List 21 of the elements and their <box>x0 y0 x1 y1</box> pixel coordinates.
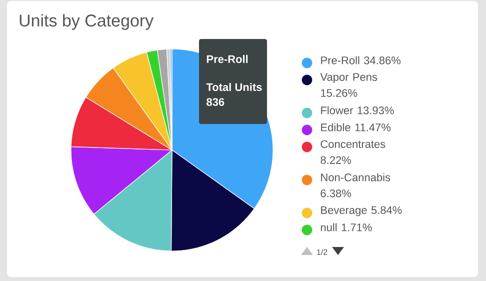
data-label: 8.22% <box>320 156 351 164</box>
data-label: 5.84% <box>371 206 402 214</box>
legend-label: null <box>320 223 337 232</box>
data-label: 6.38% <box>320 189 351 198</box>
data-label: 11.47% <box>355 124 391 132</box>
text: Total Units <box>206 82 262 92</box>
text: Pre-Roll <box>206 54 248 64</box>
legend-label: Pre-Roll <box>321 56 360 64</box>
legend-label: Beverage <box>321 206 367 216</box>
legend-label: Non-Cannabis <box>321 173 390 182</box>
legend-label: Edible <box>321 123 350 132</box>
legend-label: Flower <box>321 106 354 114</box>
data-label: 1.71% <box>342 224 372 232</box>
data-label: 34.86% <box>364 56 401 64</box>
text: 836 <box>206 98 224 106</box>
chart-title: Units by Category <box>20 14 154 30</box>
data-label: 15.26% <box>321 89 358 97</box>
legend-label: Vapor Pens <box>320 73 378 84</box>
legend-label: Concentrates <box>320 140 386 148</box>
data-label: 13.93% <box>358 106 394 114</box>
text: 1/2 <box>317 249 328 255</box>
